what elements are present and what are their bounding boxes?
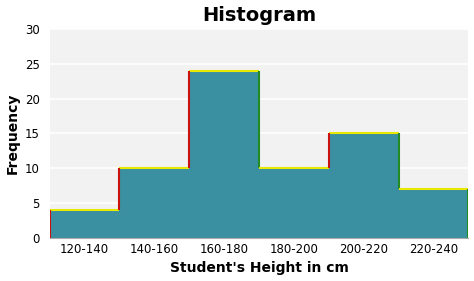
Bar <box>119 168 189 238</box>
Y-axis label: Frequency: Frequency <box>6 93 19 174</box>
X-axis label: Student's Height in cm: Student's Height in cm <box>170 261 348 275</box>
Bar <box>329 133 399 238</box>
Bar <box>189 71 259 238</box>
Title: Histogram: Histogram <box>202 6 316 24</box>
Bar <box>399 189 468 238</box>
Bar <box>50 210 119 238</box>
Bar <box>259 168 329 238</box>
